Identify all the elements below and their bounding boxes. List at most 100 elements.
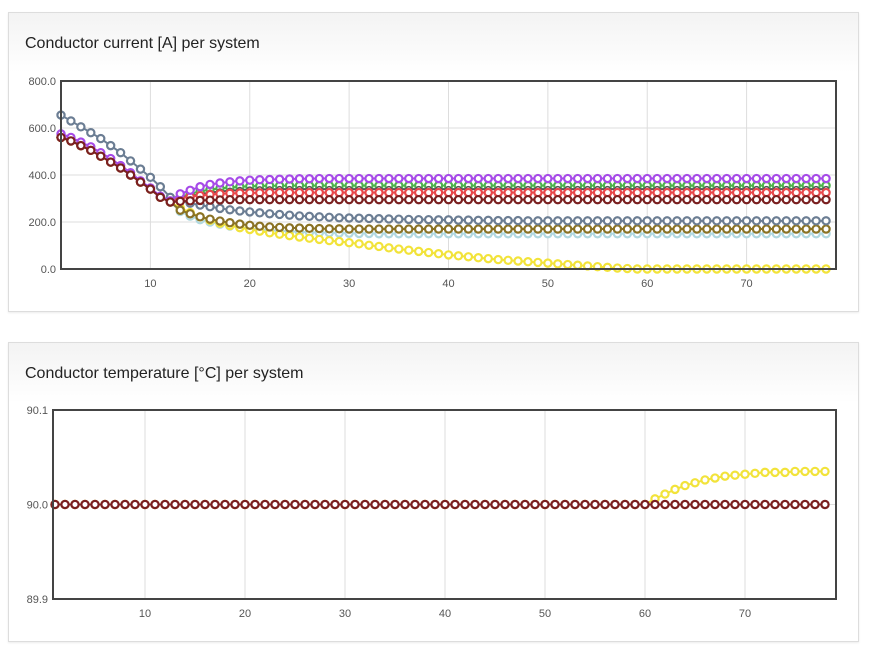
data-point (493, 173, 503, 184)
data-point (384, 194, 394, 205)
data-point (433, 249, 444, 259)
data-point (264, 222, 275, 232)
data-point (692, 173, 702, 184)
data-point (374, 214, 384, 224)
data-point (632, 194, 642, 205)
data-point (483, 173, 493, 184)
data-point (245, 175, 255, 185)
data-point (543, 173, 553, 184)
data-point (90, 499, 100, 510)
data-point (810, 466, 820, 477)
data-point (165, 197, 175, 207)
data-point (453, 224, 464, 234)
data-point (612, 216, 623, 226)
data-point (513, 173, 523, 184)
data-point (632, 224, 642, 234)
data-point (780, 499, 790, 510)
data-point (662, 224, 672, 234)
y-tick-label: 800.0 (28, 76, 56, 88)
series-line (60, 136, 827, 231)
data-point (560, 499, 570, 510)
data-point (702, 224, 712, 234)
data-point (413, 246, 424, 257)
data-point (751, 216, 762, 226)
data-point (702, 194, 712, 205)
data-point (450, 499, 460, 510)
data-point (662, 173, 672, 184)
x-tick-label: 30 (343, 278, 355, 290)
x-tick-label: 20 (239, 608, 251, 620)
data-point (105, 157, 116, 167)
data-point (680, 499, 690, 510)
y-tick-label: 0.0 (41, 264, 56, 276)
data-point (780, 467, 790, 478)
data-point (503, 255, 513, 266)
data-point (751, 173, 762, 184)
data-point (533, 194, 543, 205)
data-point (96, 151, 106, 161)
data-point (60, 499, 70, 510)
series-7 (56, 129, 831, 206)
data-point (344, 237, 354, 248)
data-point (175, 189, 185, 199)
data-point (712, 224, 722, 234)
data-point (771, 216, 782, 226)
data-point (170, 499, 180, 510)
data-point (354, 224, 364, 234)
data-point (175, 205, 185, 215)
data-point (344, 194, 354, 205)
data-point (741, 224, 752, 234)
data-point (690, 499, 700, 510)
data-point (781, 216, 792, 226)
data-point (553, 173, 563, 184)
data-point (86, 127, 96, 138)
data-point (404, 173, 414, 184)
data-point (672, 224, 682, 234)
data-point (500, 499, 510, 510)
data-point (284, 223, 295, 233)
data-point (433, 224, 444, 234)
y-tick-label: 90.0 (27, 500, 48, 512)
data-point (682, 173, 692, 184)
data-point (354, 173, 364, 184)
data-point (413, 173, 424, 184)
data-point (453, 215, 464, 225)
data-point (592, 216, 603, 226)
data-point (463, 173, 474, 184)
data-point (190, 499, 200, 510)
data-point (255, 208, 265, 218)
data-point (781, 224, 792, 234)
data-point (235, 194, 245, 205)
data-point (195, 182, 205, 192)
data-point (781, 194, 792, 205)
data-point (240, 499, 250, 510)
data-point (155, 182, 166, 192)
data-point (195, 195, 205, 206)
data-point (731, 224, 742, 234)
data-point (245, 194, 255, 205)
data-point (781, 173, 792, 184)
data-point (622, 216, 633, 226)
data-point (493, 194, 503, 205)
data-point (225, 194, 235, 205)
data-point (592, 194, 603, 205)
data-point (304, 233, 315, 243)
data-point (540, 499, 550, 510)
series-line (60, 136, 827, 270)
data-point (553, 216, 563, 226)
data-point (801, 216, 811, 226)
data-point (195, 212, 205, 222)
data-point (493, 254, 503, 265)
data-point (155, 192, 166, 203)
data-point (235, 206, 245, 216)
data-point (662, 216, 672, 226)
x-tick-label: 60 (639, 608, 651, 620)
data-point (270, 499, 280, 510)
data-point (533, 216, 543, 226)
y-tick-label: 400.0 (28, 170, 56, 182)
data-point (741, 194, 752, 205)
data-point (722, 216, 732, 226)
data-point (135, 164, 146, 174)
data-point (543, 224, 553, 234)
data-point (410, 499, 420, 510)
